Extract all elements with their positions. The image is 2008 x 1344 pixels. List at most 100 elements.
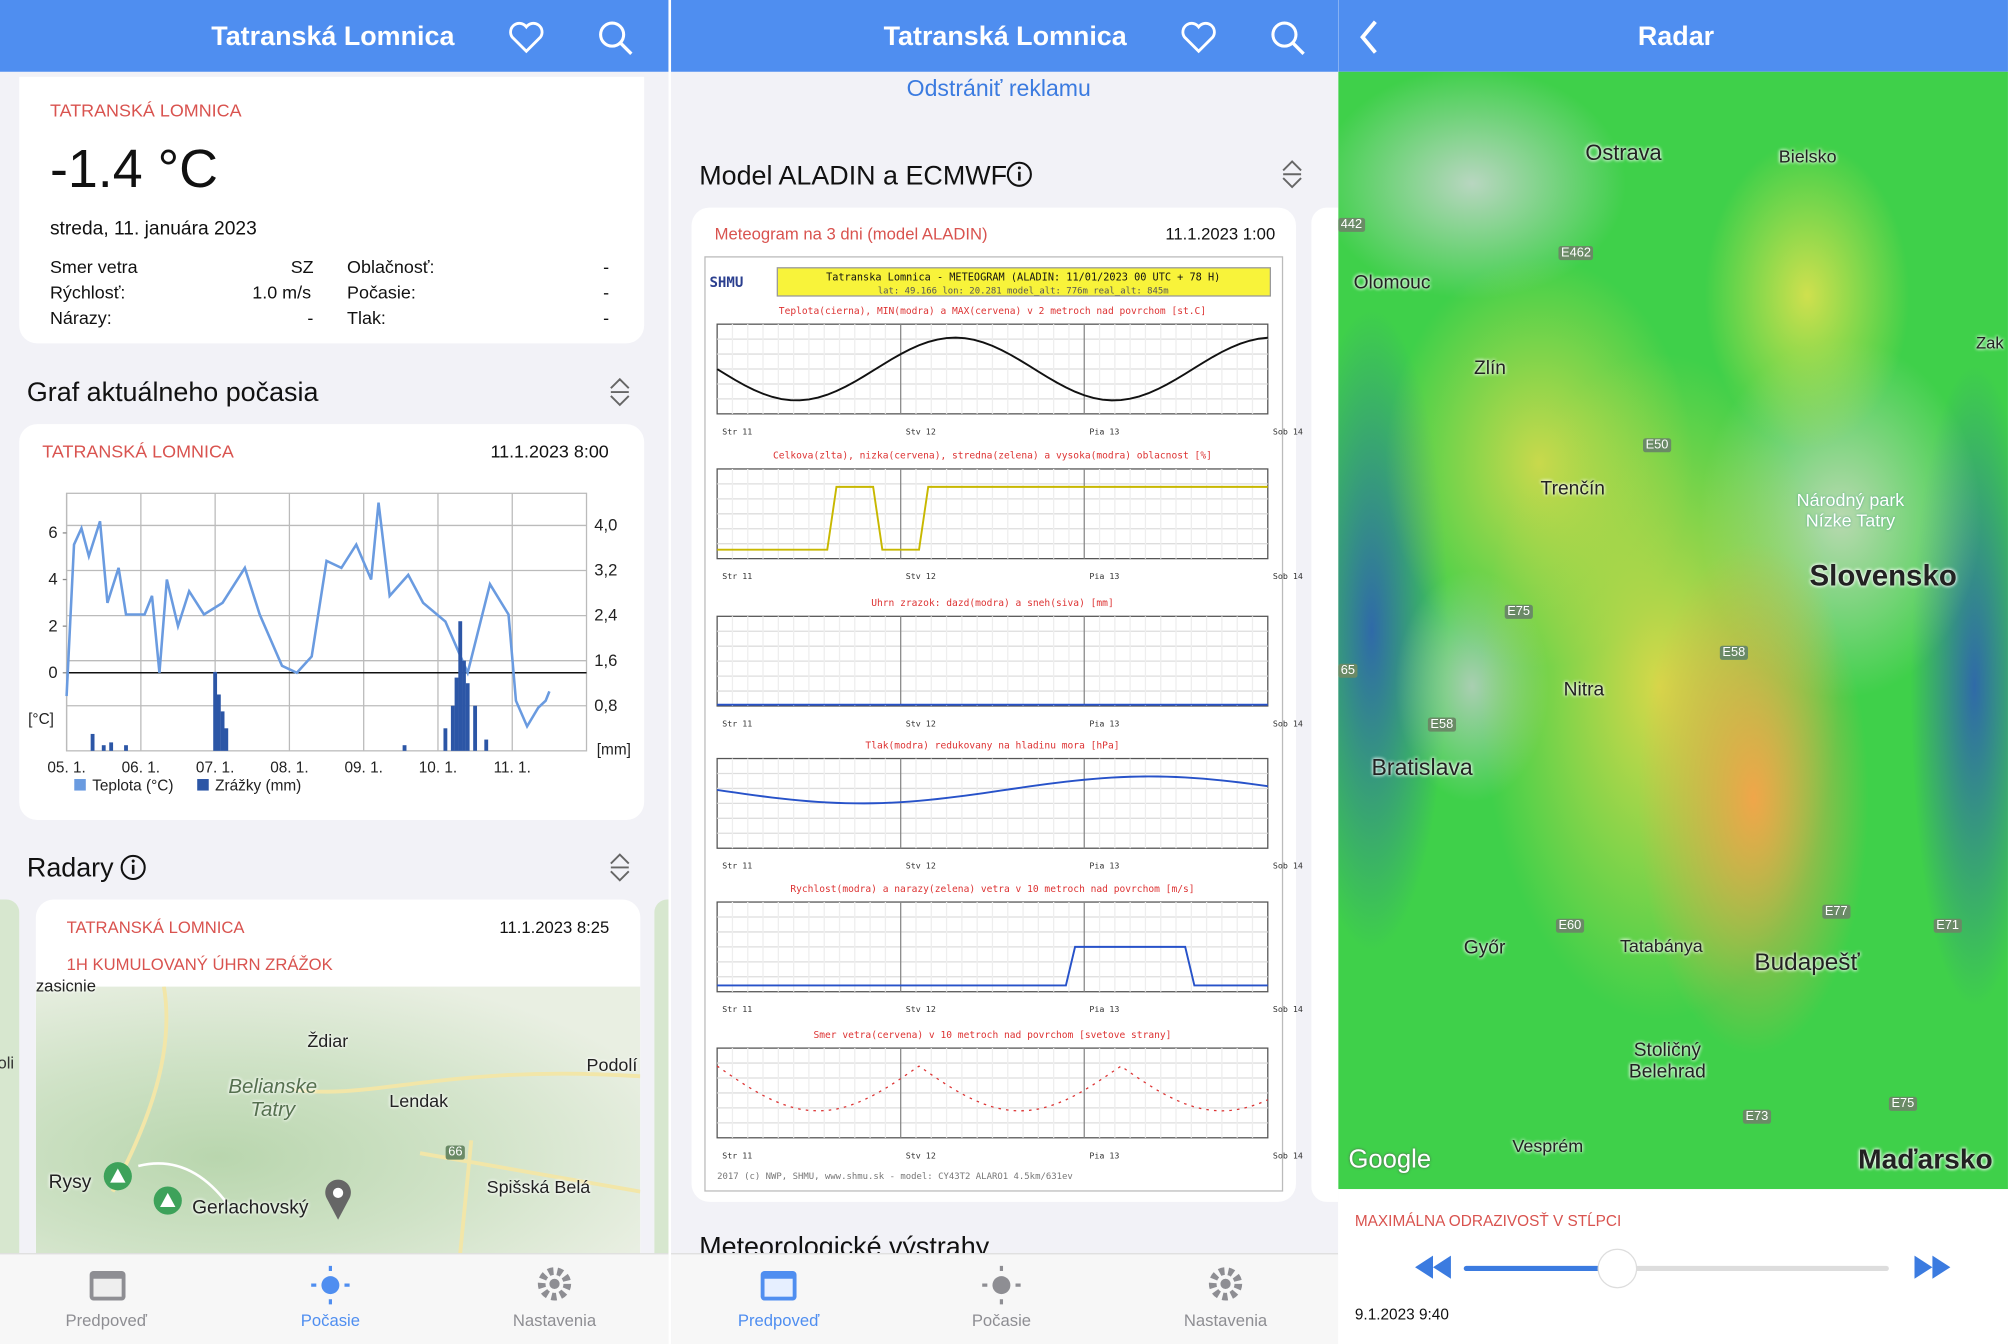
precip-bar bbox=[109, 742, 114, 751]
row-value: SZ bbox=[290, 256, 314, 277]
location-pin bbox=[325, 1179, 351, 1220]
tab-active[interactable]: Počasie bbox=[300, 1310, 361, 1330]
precip-bar bbox=[484, 739, 489, 751]
y-axis-label: [°C] bbox=[28, 711, 54, 728]
temperature: -1.4 °C bbox=[49, 138, 218, 199]
search-icon[interactable] bbox=[1269, 19, 1307, 57]
weather-chart: 05. 1. 06. 1. 07. 1. 08. 1. 09. 1. 10. 1. 11. … bbox=[28, 492, 631, 795]
radar-map: Ostrava Bielsko Olomouc Zlín Trenčín Nár… bbox=[1338, 71, 2008, 1190]
tab[interactable]: Predpoveď bbox=[65, 1310, 148, 1330]
road-label: E50 bbox=[1643, 438, 1671, 453]
meteogram-coords: lat: 49.166 lon: 20.281 model_alt: 776m … bbox=[878, 286, 1169, 296]
map-label: Tatabánya bbox=[1619, 935, 1703, 956]
precip-bar bbox=[213, 671, 218, 751]
y-tick-label: 6 bbox=[48, 523, 57, 542]
tab-icon[interactable] bbox=[87, 1267, 128, 1303]
day-label: Sob 14 bbox=[1273, 861, 1303, 871]
y2-tick-label: 0,8 bbox=[594, 696, 617, 715]
day-label: Str 11 bbox=[722, 861, 752, 871]
panel-curve bbox=[716, 1065, 1269, 1112]
day-label: Str 11 bbox=[722, 1150, 752, 1160]
tab-icon[interactable] bbox=[310, 1265, 351, 1306]
y-tick-label: 0 bbox=[48, 663, 57, 682]
remove-ads-link[interactable]: Odstrániť reklamu bbox=[906, 75, 1091, 102]
info-icon[interactable] bbox=[1005, 160, 1033, 188]
current-card: TATRANSKÁ LOMNICA -1.4 °C streda, 11. ja… bbox=[19, 76, 645, 344]
forward-button[interactable] bbox=[1914, 1255, 1951, 1279]
slider-thumb[interactable] bbox=[1597, 1248, 1638, 1289]
reorder-icon[interactable] bbox=[607, 377, 633, 408]
tab-active[interactable]: Predpoveď bbox=[737, 1310, 820, 1330]
precip-bar bbox=[224, 728, 229, 751]
x-tick-label: 11. 1. bbox=[494, 760, 531, 777]
row-label: Smer vetra bbox=[49, 256, 138, 277]
map-label: Olomouc bbox=[1353, 271, 1431, 294]
location: TATRANSKÁ LOMNICA bbox=[42, 440, 234, 462]
section-title: Graf aktuálneho počasia bbox=[26, 377, 319, 408]
favorite-icon[interactable] bbox=[507, 19, 545, 55]
road-label: E73 bbox=[1742, 1109, 1771, 1124]
x-tick-label: 10. 1. bbox=[419, 760, 457, 777]
header: Tatranská Lomnica bbox=[671, 0, 1339, 72]
info-icon[interactable] bbox=[119, 853, 147, 881]
panel-curve bbox=[716, 775, 1268, 805]
panel-curve bbox=[717, 485, 1268, 551]
day-label: Stv 12 bbox=[906, 1004, 936, 1014]
row-label: Nárazy: bbox=[49, 307, 112, 329]
legend-swatch bbox=[197, 779, 209, 791]
row-label: Rýchlosť: bbox=[49, 281, 126, 303]
reorder-icon[interactable] bbox=[607, 852, 633, 883]
row-value: - bbox=[603, 256, 610, 277]
day-label: Pia 13 bbox=[1089, 1150, 1119, 1160]
tab-icon[interactable] bbox=[758, 1267, 799, 1303]
reorder-icon[interactable] bbox=[1279, 159, 1305, 190]
location: TATRANSKÁ LOMNICA bbox=[49, 99, 242, 121]
precip-bar bbox=[450, 705, 455, 751]
panel-title: Uhrn zrazok: dazd(modra) a sneh(siva) [m… bbox=[871, 598, 1114, 609]
panel-title: Teplota(cierna), MIN(modra) a MAX(cerven… bbox=[779, 306, 1206, 317]
rewind-button[interactable] bbox=[1415, 1255, 1451, 1279]
back-button[interactable] bbox=[1356, 18, 1382, 56]
precip-bar bbox=[465, 683, 470, 751]
day-label: Pia 13 bbox=[1089, 571, 1119, 581]
map-label: Gerlachovský bbox=[192, 1196, 309, 1219]
row-label: Tlak: bbox=[347, 307, 386, 329]
legend-label: Teplota (°C) bbox=[92, 778, 173, 795]
day-label: Stv 12 bbox=[906, 426, 936, 436]
panel-title: Smer vetra(cervena) v 10 metroch nad pov… bbox=[813, 1030, 1171, 1041]
panel-curve bbox=[716, 336, 1268, 402]
map-label: Spišská Belá bbox=[486, 1176, 591, 1197]
favorite-icon[interactable] bbox=[1179, 19, 1217, 55]
section-title: Radary bbox=[26, 853, 114, 883]
day-label: Pia 13 bbox=[1089, 426, 1119, 436]
tab[interactable]: Počasie bbox=[971, 1310, 1032, 1330]
precip-bar bbox=[220, 711, 225, 751]
map-label: Belianske Tatry bbox=[228, 1076, 318, 1122]
day-label: Sob 14 bbox=[1273, 426, 1303, 436]
x-tick-label: 05. 1. bbox=[47, 760, 85, 777]
tab[interactable]: Nastavenia bbox=[512, 1310, 597, 1330]
row-label: Oblačnosť: bbox=[347, 256, 435, 277]
location: TATRANSKÁ LOMNICA bbox=[66, 917, 245, 937]
tab[interactable]: Nastavenia bbox=[1183, 1310, 1268, 1330]
day-label: Pia 13 bbox=[1089, 1004, 1119, 1014]
day-label: Pia 13 bbox=[1089, 718, 1119, 728]
precip-bar bbox=[454, 677, 459, 751]
row-value: - bbox=[603, 307, 610, 329]
screen-weather: Tatranská Lomnica TATRANSKÁ LOMNICA -1.4… bbox=[0, 0, 669, 1344]
tab-icon[interactable] bbox=[1206, 1265, 1244, 1303]
tab-icon[interactable] bbox=[981, 1265, 1022, 1306]
map-label: Győr bbox=[1463, 936, 1506, 959]
road-label: E58 bbox=[1427, 717, 1456, 732]
map-label: Lendak bbox=[389, 1090, 449, 1111]
precip-bar bbox=[458, 621, 463, 751]
header-title: Tatranská Lomnica bbox=[211, 21, 455, 52]
day-label: Stv 12 bbox=[906, 1150, 936, 1160]
day-label: Sob 14 bbox=[1273, 718, 1303, 728]
x-tick-label: 09. 1. bbox=[344, 760, 382, 777]
panel-title: Rychlost(modra) a narazy(zelena) vetra v… bbox=[790, 884, 1194, 895]
x-tick-label: 07. 1. bbox=[196, 760, 234, 777]
tab-icon[interactable] bbox=[535, 1265, 573, 1303]
precip-bar bbox=[124, 745, 128, 751]
search-icon[interactable] bbox=[597, 19, 635, 57]
